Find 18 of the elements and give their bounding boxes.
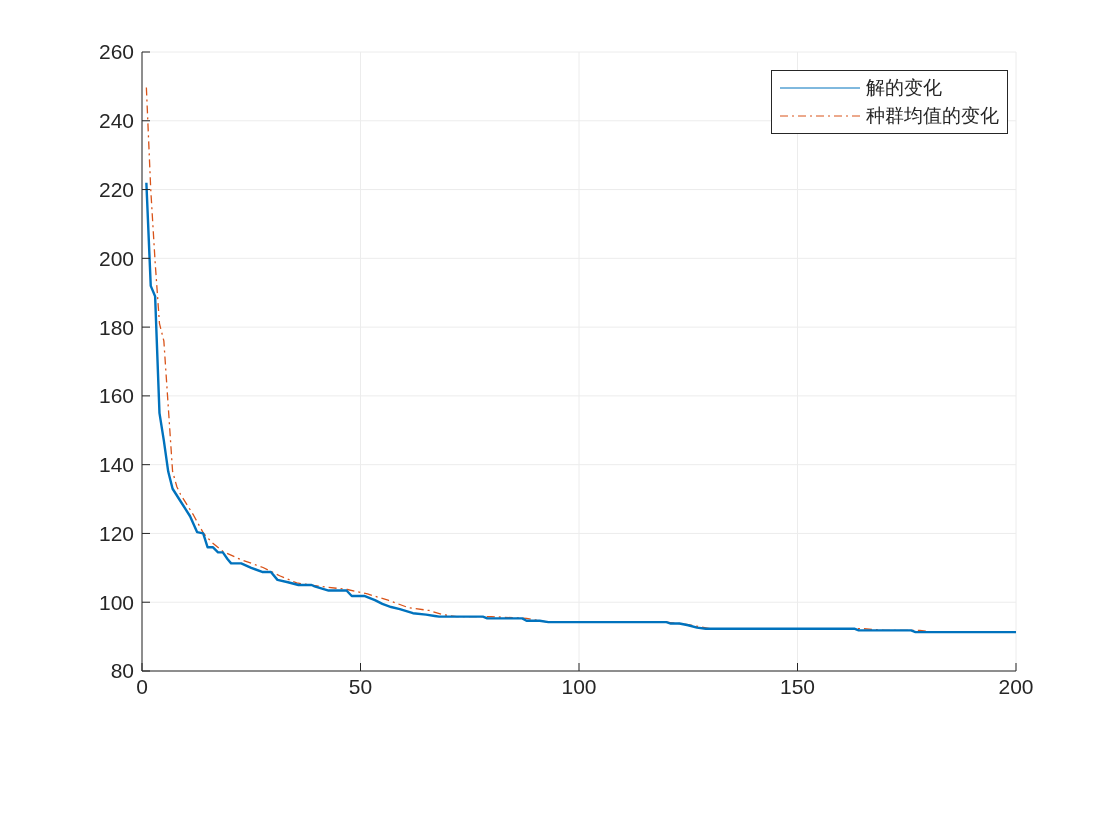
x-tick-label: 0 [136, 674, 148, 698]
y-tick-label: 100 [98, 590, 134, 614]
y-tick-label: 120 [98, 521, 134, 545]
y-tick-label: 140 [98, 453, 134, 477]
y-tick-label: 80 [110, 659, 134, 683]
y-tick-label: 220 [98, 178, 134, 202]
y-tick-label: 240 [98, 109, 134, 133]
legend-label: 解的变化 [866, 75, 942, 100]
x-tick-label: 200 [998, 674, 1034, 698]
y-tick-label: 180 [98, 315, 134, 339]
x-tick-label: 50 [348, 674, 373, 698]
y-tick-label: 260 [98, 40, 134, 64]
legend-label: 种群均值的变化 [866, 103, 999, 128]
y-tick-label: 200 [98, 246, 134, 270]
line-series [145, 181, 1016, 634]
x-tick-label: 100 [561, 674, 597, 698]
x-tick-label: 150 [779, 674, 816, 698]
y-tick-label: 160 [98, 384, 134, 408]
